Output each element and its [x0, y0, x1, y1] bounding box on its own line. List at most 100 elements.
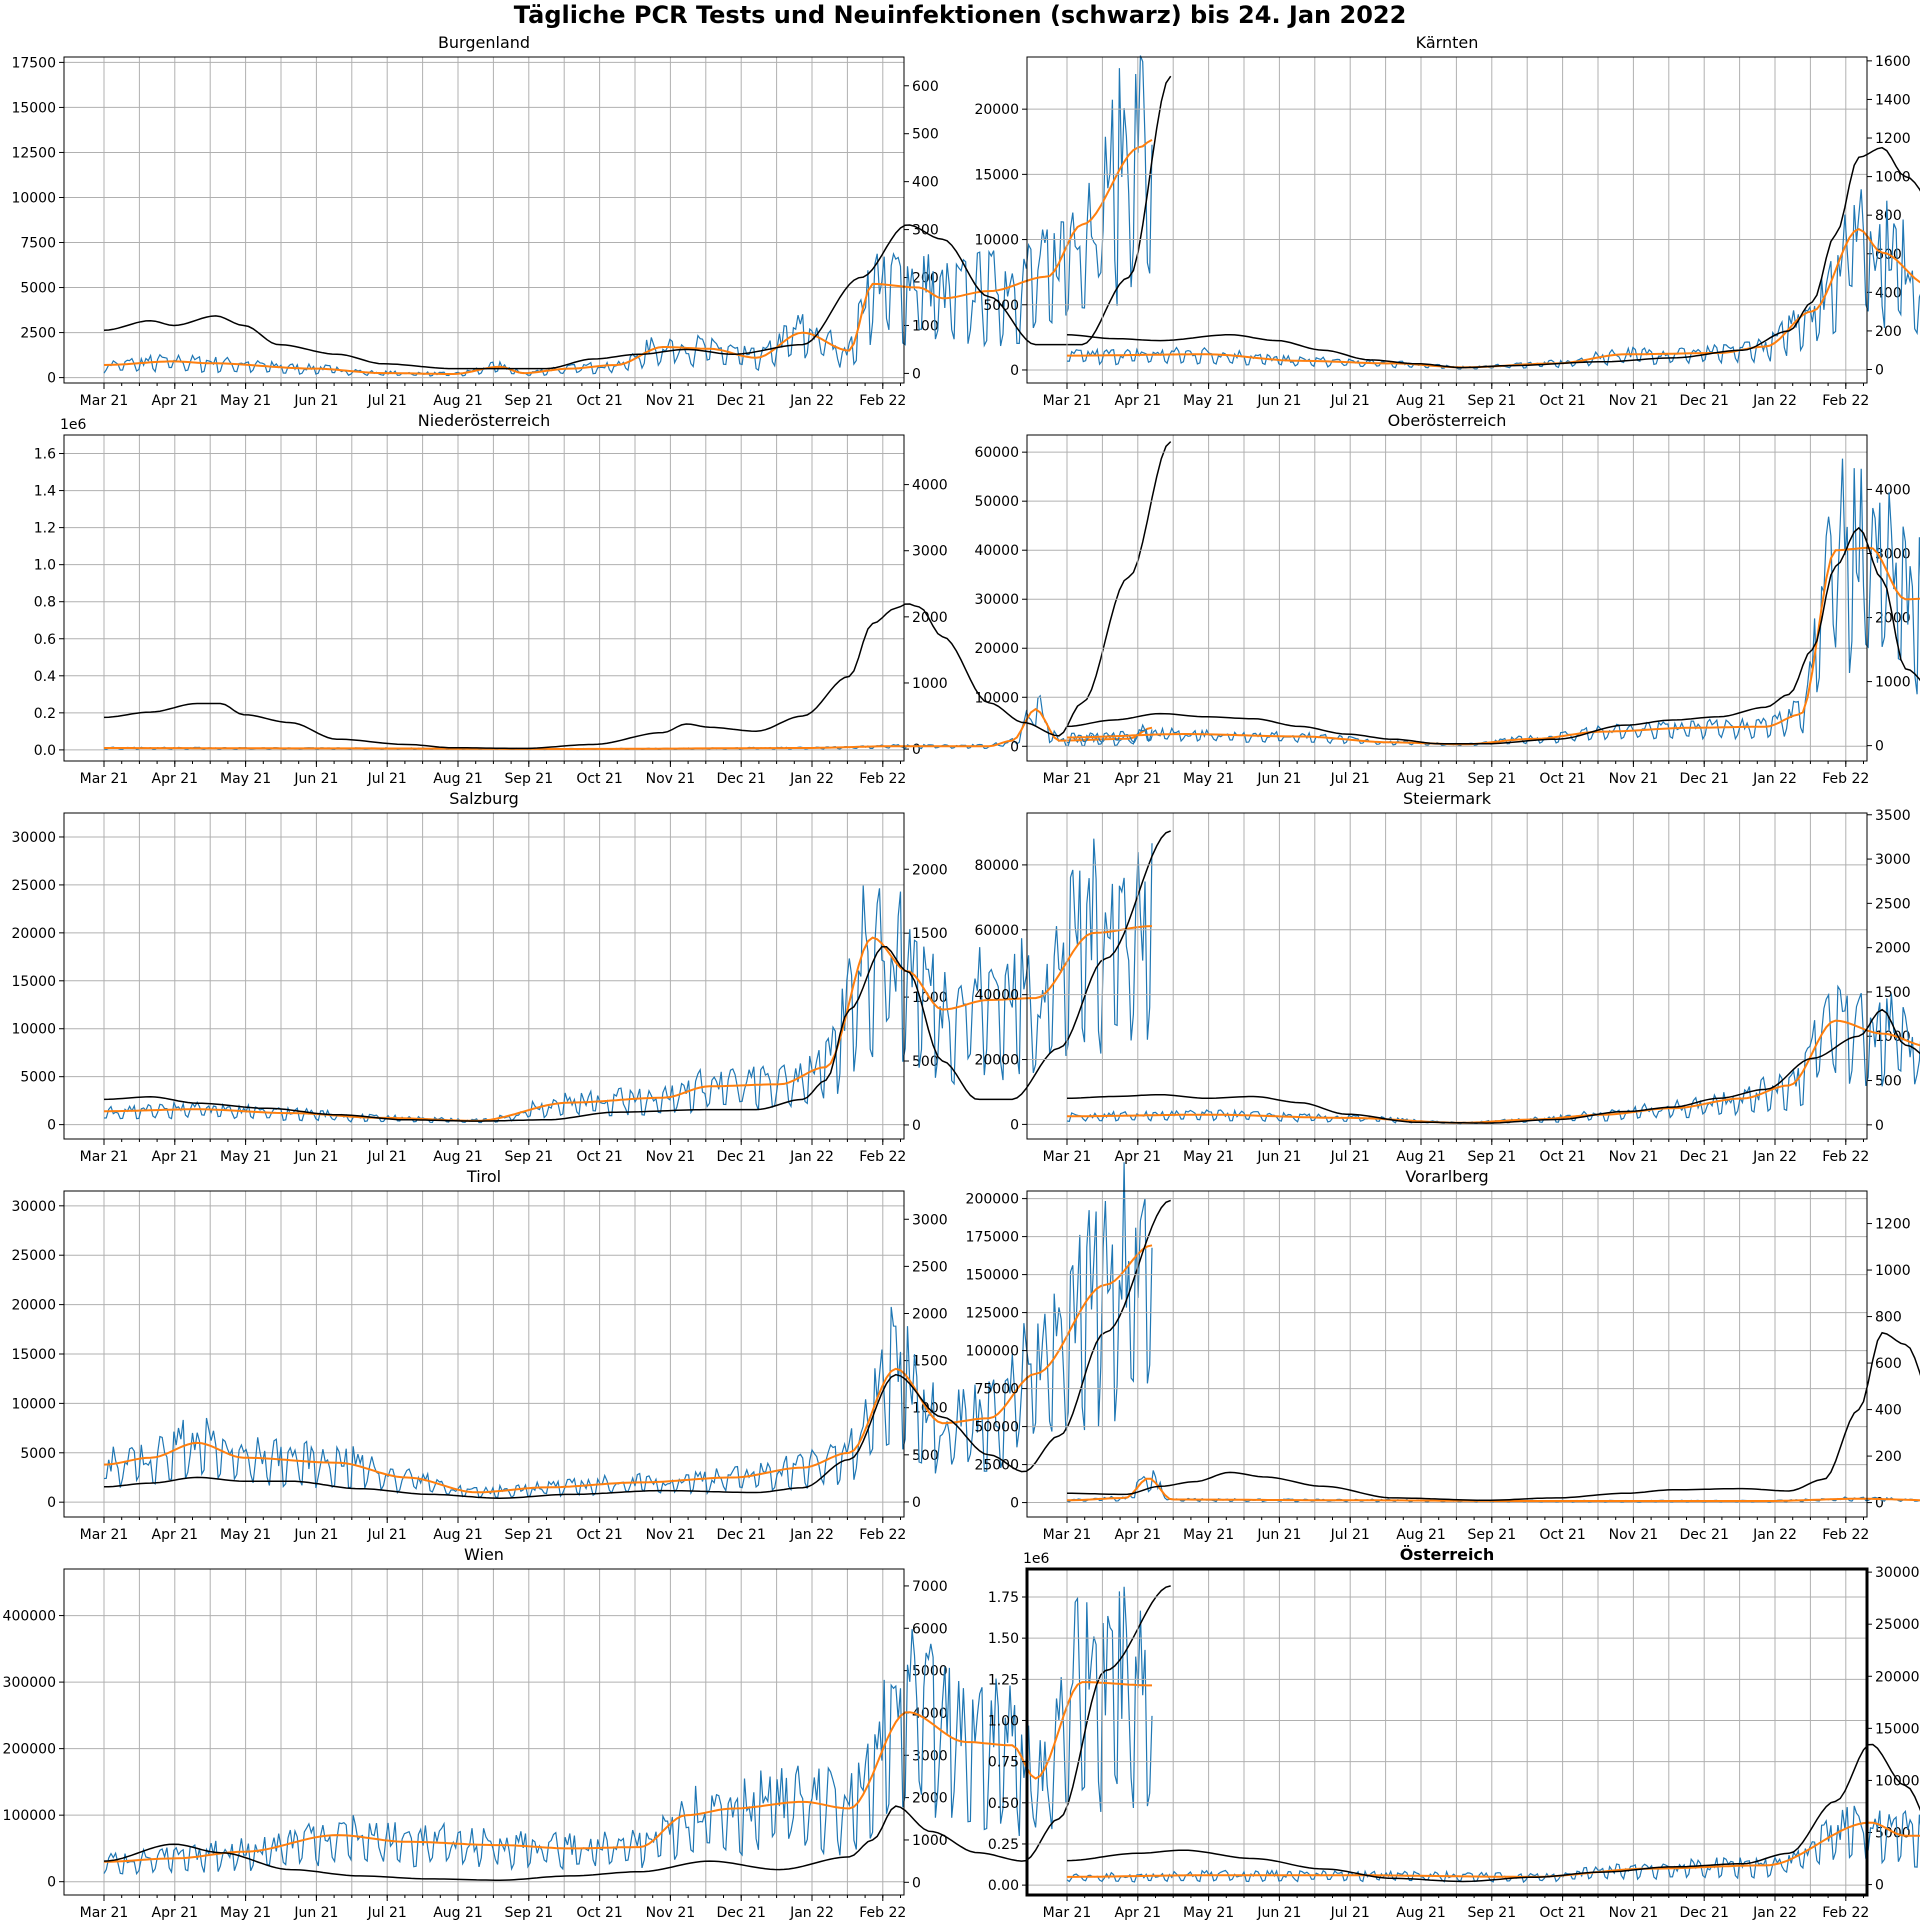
infections-line: [103, 1199, 1171, 1499]
x-tick-label: Jul 21: [367, 1905, 407, 1920]
x-tick-label: Oct 21: [576, 393, 622, 409]
subplot-4: 0500010000150002000025000300000500100015…: [11, 789, 1171, 1165]
right-tick-label: 1500: [1875, 985, 1911, 1001]
left-tick-label: 25000: [974, 1458, 1019, 1474]
right-tick-label: 500: [912, 127, 939, 143]
x-tick-label: May 21: [220, 1527, 271, 1543]
x-tick-label: Jan 22: [1752, 771, 1797, 787]
left-tick-label: 25000: [11, 1248, 56, 1264]
x-tick-label: Jul 21: [1330, 771, 1370, 787]
left-tick-label: 1.2: [34, 521, 56, 537]
x-tick-label: Feb 22: [1822, 1149, 1869, 1165]
subplot-8: 0 100000 200000 300000 400000 0 1000 2000 3000 40…: [3, 1545, 1171, 1920]
left-tick-label: 0: [1010, 1496, 1019, 1512]
left-tick-label: 12500: [11, 145, 56, 161]
right-tick-label: 4000: [912, 478, 948, 494]
left-tick-label: 0: [1010, 363, 1019, 379]
x-tick-label: Apr 21: [1115, 1149, 1161, 1165]
x-tick-label: Apr 21: [152, 1149, 198, 1165]
right-tick-label: 400: [1875, 1403, 1902, 1419]
x-tick-label: Apr 21: [152, 393, 198, 409]
x-tick-label: Jun 21: [1256, 771, 1301, 787]
right-tick-label: 2000: [912, 610, 948, 626]
infections-line: [1067, 1331, 1920, 1502]
x-tick-label: Sep 21: [1467, 1905, 1516, 1920]
subplot-title: Oberösterreich: [1388, 411, 1507, 430]
left-tick-label: 2500: [20, 326, 56, 342]
x-tick-label: Sep 21: [504, 1527, 553, 1543]
left-tick-label: 0: [1010, 1117, 1019, 1133]
x-tick-label: Nov 21: [1609, 1527, 1659, 1543]
x-tick-label: Mar 21: [80, 1905, 129, 1920]
left-tick-label: 0: [47, 1495, 56, 1511]
x-tick-label: Feb 22: [859, 1905, 906, 1920]
x-tick-label: Jun 21: [293, 771, 338, 787]
right-tick-label: 1200: [1875, 131, 1911, 147]
daily-tests-line: [1066, 984, 1920, 1125]
right-tick-label: 1000: [1875, 675, 1911, 691]
left-tick-label: 40000: [974, 543, 1019, 559]
subplot-title: Österreich: [1400, 1545, 1495, 1564]
infections-line: [103, 75, 1172, 370]
right-tick-label: 10000: [1875, 1773, 1920, 1789]
left-tick-label: 20000: [11, 926, 56, 942]
left-tick-label: 20000: [11, 1298, 56, 1314]
right-tick-label: 2000: [912, 1306, 948, 1322]
x-tick-label: Feb 22: [859, 1527, 906, 1543]
right-tick-label: 3000: [912, 1748, 948, 1764]
right-tick-label: 800: [1875, 208, 1902, 224]
left-tick-label: 1.50: [988, 1631, 1019, 1647]
x-tick-label: Apr 21: [1115, 1527, 1161, 1543]
left-tick-label: 10000: [11, 1396, 56, 1412]
left-tick-label: 7500: [20, 236, 56, 252]
x-tick-label: Jul 21: [367, 1527, 407, 1543]
x-tick-label: Dec 21: [717, 393, 766, 409]
daily-tests-line: [1066, 458, 1920, 747]
x-tick-label: Feb 22: [1822, 771, 1869, 787]
left-tick-label: 0.00: [988, 1878, 1019, 1894]
subplot-title: Niederösterreich: [418, 411, 550, 430]
x-tick-label: May 21: [220, 393, 271, 409]
x-tick-label: Nov 21: [1609, 393, 1659, 409]
right-tick-label: 3000: [912, 544, 948, 560]
x-tick-label: Sep 21: [504, 393, 553, 409]
left-tick-label: 100000: [3, 1808, 56, 1824]
avg-tests-line: [104, 1681, 1152, 1863]
avg-tests-line: [1067, 227, 1920, 369]
left-tick-label: 5000: [20, 1446, 56, 1462]
x-tick-label: Apr 21: [152, 1527, 198, 1543]
right-tick-label: 7000: [912, 1579, 948, 1595]
x-tick-label: Dec 21: [1680, 771, 1729, 787]
left-tick-label: 5000: [983, 298, 1019, 314]
infections-line: [103, 1585, 1171, 1881]
avg-tests-line: [104, 707, 1153, 750]
right-tick-label: 6000: [912, 1621, 948, 1637]
right-tick-label: 300: [912, 223, 939, 239]
right-tick-label: 0: [1875, 1496, 1884, 1512]
left-tick-label: 400000: [3, 1609, 56, 1625]
x-tick-label: Oct 21: [1539, 1149, 1585, 1165]
x-tick-label: Jul 21: [1330, 1149, 1370, 1165]
x-tick-label: Feb 22: [859, 771, 906, 787]
x-tick-label: Mar 21: [80, 393, 129, 409]
plot-frame: [63, 1568, 905, 1896]
left-tick-label: 17500: [11, 55, 56, 71]
right-tick-label: 30000: [1875, 1565, 1920, 1581]
x-tick-label: Dec 21: [717, 1527, 766, 1543]
subplot-5: 0200004000060000800000500100015002000250…: [974, 789, 1920, 1165]
left-axis-multiplier: 1e6: [1023, 1551, 1050, 1567]
left-tick-label: 50000: [974, 494, 1019, 510]
right-tick-label: 4000: [912, 1706, 948, 1722]
infections-line: [1066, 526, 1920, 745]
plot-frame: [1026, 56, 1868, 384]
left-tick-label: 80000: [974, 858, 1019, 874]
right-tick-label: 1600: [1875, 54, 1911, 70]
right-tick-label: 3000: [1875, 852, 1911, 868]
x-tick-label: Aug 21: [1396, 1527, 1446, 1543]
left-tick-label: 0: [1010, 739, 1019, 755]
right-tick-label: 0: [912, 1118, 921, 1134]
left-tick-label: 200000: [3, 1742, 56, 1758]
x-tick-label: Aug 21: [433, 1149, 483, 1165]
x-tick-label: Dec 21: [1680, 1149, 1729, 1165]
chart-title: Tägliche PCR Tests und Neuinfektionen (s…: [513, 1, 1407, 29]
